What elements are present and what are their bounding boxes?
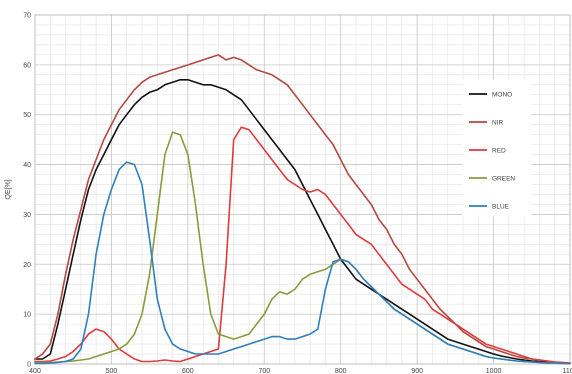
legend-label-green: GREEN [492, 176, 515, 183]
x-tick-label: 800 [335, 368, 347, 374]
y-tick-label: 30 [23, 212, 31, 219]
legend-label-blue: BLUE [492, 204, 510, 211]
y-tick-label: 60 [23, 62, 31, 69]
y-axis-title: QE[%] [5, 179, 12, 199]
x-tick-label: 1000 [486, 368, 502, 374]
x-tick-label: 1100 [562, 368, 572, 374]
y-tick-label: 10 [23, 312, 31, 319]
plot-area-border [34, 14, 571, 365]
x-tick-label: 900 [411, 368, 423, 374]
x-tick-label: 600 [182, 368, 194, 374]
legend-label-red: RED [492, 148, 506, 155]
x-tick-label: 700 [258, 368, 270, 374]
y-tick-label: 70 [23, 13, 31, 20]
x-tick-label: 400 [29, 368, 41, 374]
y-tick-label: 40 [23, 162, 31, 169]
legend-box [462, 79, 532, 217]
series-line-mono [34, 79, 571, 365]
series-line-red [34, 126, 571, 364]
legend-label-nir: NIR [492, 120, 504, 127]
series-line-nir [34, 54, 571, 364]
legend-label-mono: MONO [492, 92, 512, 99]
y-tick-label: 50 [23, 112, 31, 119]
x-tick-label: 500 [106, 368, 118, 374]
series-line-blue [34, 161, 571, 365]
y-tick-label: 20 [23, 262, 31, 269]
y-tick-label: 0 [27, 362, 31, 369]
